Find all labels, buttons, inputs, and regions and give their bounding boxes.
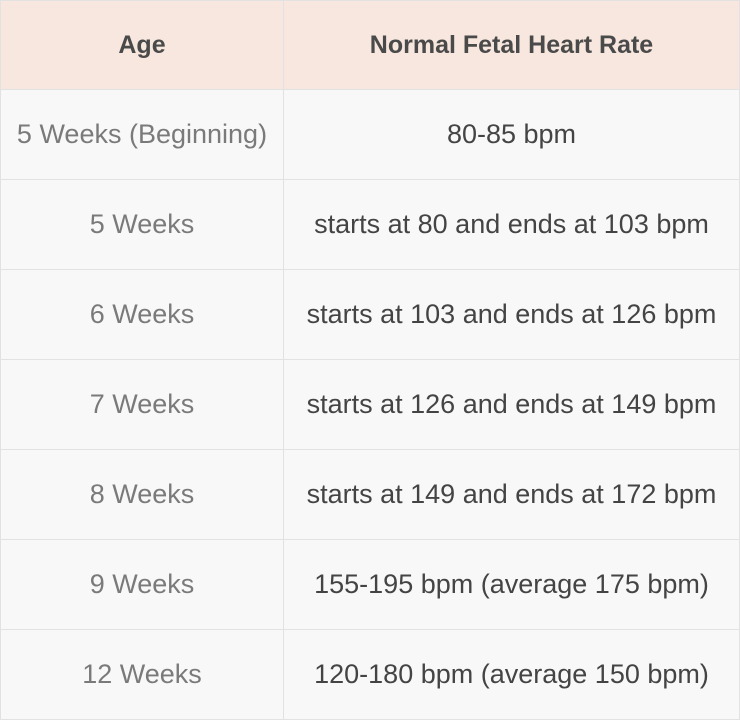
rate-cell: starts at 80 and ends at 103 bpm [283, 179, 740, 270]
header-row: Age Normal Fetal Heart Rate [0, 0, 740, 90]
header-cell: Age [0, 0, 284, 90]
rate-cell: 120-180 bpm (average 150 bpm) [283, 629, 740, 720]
rate-cell: starts at 126 and ends at 149 bpm [283, 359, 740, 450]
age-cell: 6 Weeks [0, 269, 284, 360]
age-cell: 9 Weeks [0, 539, 284, 630]
age-cell: 7 Weeks [0, 359, 284, 450]
table-row: 9 Weeks 155-195 bpm (average 175 bpm) [0, 539, 740, 630]
table-row: 6 Weeks starts at 103 and ends at 126 bpm [0, 269, 740, 360]
header-cell: Normal Fetal Heart Rate [283, 0, 740, 90]
table-row: 7 Weeks starts at 126 and ends at 149 bpm [0, 359, 740, 450]
table-row: 5 Weeks starts at 80 and ends at 103 bpm [0, 179, 740, 270]
table-header: Age Normal Fetal Heart Rate [0, 0, 740, 90]
table-row: 12 Weeks 120-180 bpm (average 150 bpm) [0, 629, 740, 720]
age-cell: 8 Weeks [0, 449, 284, 540]
age-cell: 12 Weeks [0, 629, 284, 720]
age-cell: 5 Weeks [0, 179, 284, 270]
rate-cell: 80-85 bpm [283, 89, 740, 180]
age-cell: 5 Weeks (Beginning) [0, 89, 284, 180]
table-body: 5 Weeks (Beginning) 80-85 bpm 5 Weeks start… [0, 89, 740, 720]
rate-cell: starts at 103 and ends at 126 bpm [283, 269, 740, 360]
rate-cell: 155-195 bpm (average 175 bpm) [283, 539, 740, 630]
rate-cell: starts at 149 and ends at 172 bpm [283, 449, 740, 540]
table-row: 5 Weeks (Beginning) 80-85 bpm [0, 89, 740, 180]
table-row: 8 Weeks starts at 149 and ends at 172 bpm [0, 449, 740, 540]
